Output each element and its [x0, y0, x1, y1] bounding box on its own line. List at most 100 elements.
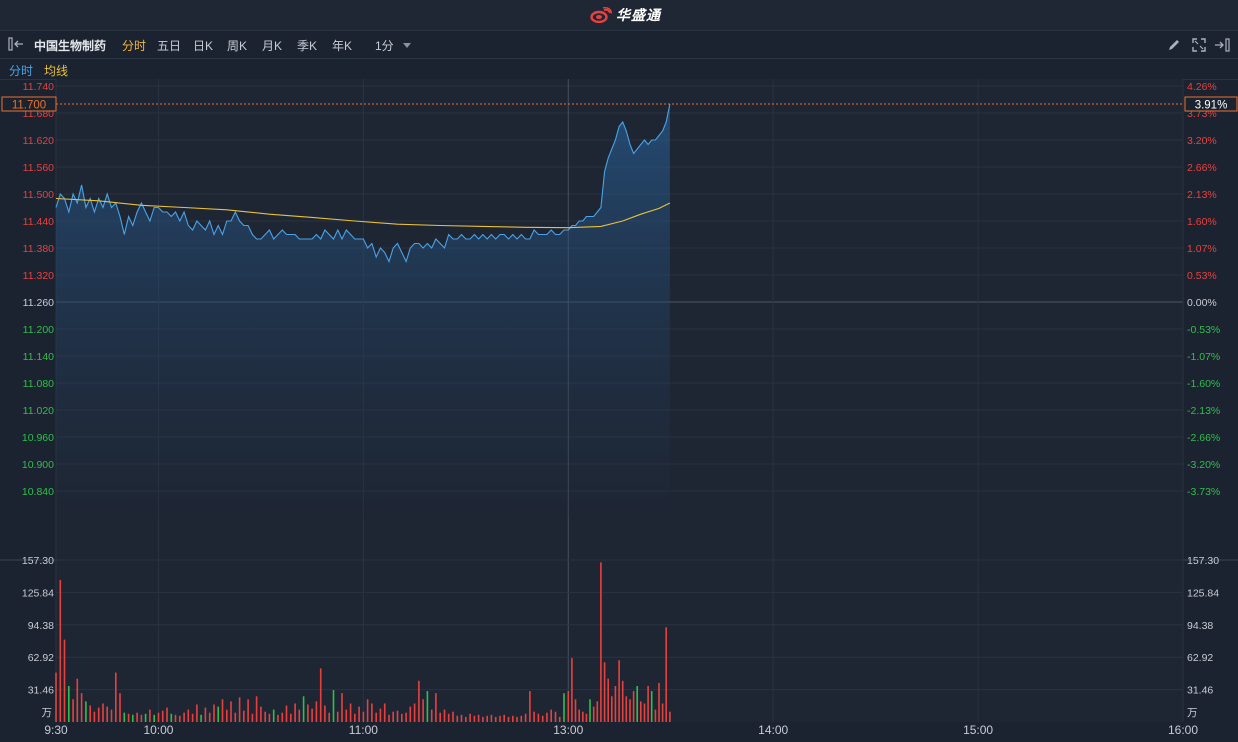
price-tick-label: 11.080: [23, 378, 54, 390]
volume-bar: [618, 660, 620, 722]
volume-bar: [640, 701, 642, 722]
volume-bar: [443, 709, 446, 722]
volume-bar: [418, 680, 420, 722]
chevron-down-icon[interactable]: [403, 43, 411, 48]
price-tick-label: 10.840: [22, 486, 54, 498]
percent-tick-label: -2.66%: [1187, 432, 1220, 444]
tab-weekly-k[interactable]: 周K: [227, 39, 248, 53]
tab-five-day[interactable]: 五日: [157, 39, 182, 53]
intraday-chart[interactable]: 11.740 4.26%11.680 3.73%11.620 3.20%11.560 2…: [0, 79, 1238, 742]
tab-intraday[interactable]: 分时: [122, 39, 147, 53]
percent-tick-label: 4.26%: [1187, 81, 1217, 93]
volume-bar: [629, 699, 631, 722]
brand-name: 华盛通: [616, 7, 661, 23]
percent-tick-label: 0.00%: [1187, 297, 1217, 309]
volume-bar: [460, 714, 463, 722]
time-tick-label: 13:00: [553, 723, 583, 737]
price-tick-label: 11.320: [23, 270, 54, 282]
volume-bar: [136, 712, 138, 722]
volume-bar: [328, 712, 330, 722]
volume-bar: [140, 714, 143, 722]
brand-logo: 华盛通: [590, 6, 661, 24]
volume-bar: [243, 710, 245, 722]
volume-tick-label-right: 125.84: [1187, 587, 1219, 599]
current-percent-box: [1184, 96, 1238, 112]
price-tick-label: 11.260: [23, 297, 54, 309]
volume-bar: [654, 709, 657, 722]
volume-bar: [272, 709, 275, 722]
price-tick-label: 10.960: [22, 432, 54, 444]
volume-bar: [183, 712, 185, 722]
volume-bar: [319, 668, 322, 722]
price-tick-label: 11.620: [23, 135, 54, 147]
volume-bar: [422, 699, 424, 722]
collapse-left-icon[interactable]: [8, 37, 26, 51]
volume-bar: [499, 715, 501, 722]
volume-tick-label-right: 157.30: [1187, 555, 1219, 567]
volume-bar: [621, 680, 624, 722]
volume-bar: [482, 716, 484, 722]
volume-bar: [396, 710, 399, 722]
volume-bar: [93, 711, 96, 722]
tab-daily-k[interactable]: 日K: [193, 39, 214, 53]
volume-bar: [358, 706, 360, 722]
percent-tick-label: 1.60%: [1187, 216, 1217, 228]
volume-bar: [405, 712, 407, 722]
collapse-right-icon[interactable]: [1214, 38, 1230, 52]
volume-bar: [174, 714, 177, 722]
volume-tick-label: 125.84: [22, 587, 54, 599]
volume-bar: [589, 699, 591, 722]
volume-bar: [490, 714, 493, 722]
time-tick-label: 15:00: [963, 723, 993, 737]
volume-bar: [68, 686, 70, 722]
volume-bar: [582, 711, 584, 722]
tab-quarterly-k[interactable]: 季K: [297, 39, 318, 53]
volume-bar: [341, 693, 343, 722]
volume-bar: [336, 711, 339, 722]
volume-tick-label: 157.30: [22, 555, 54, 567]
price-tick-label: 11.140: [23, 351, 54, 363]
volume-bar: [426, 691, 429, 722]
price-tick-label: 11.500: [23, 189, 54, 201]
price-tick-label: 11.380: [23, 243, 54, 255]
volume-unit-label: 万: [42, 707, 53, 719]
percent-tick-label: 2.13%: [1187, 189, 1217, 201]
current-percent-label: 3.91%: [1195, 100, 1228, 112]
fullscreen-icon[interactable]: [1192, 38, 1206, 52]
volume-bar: [607, 678, 609, 722]
volume-bar: [311, 708, 313, 722]
percent-tick-label: 1.07%: [1187, 243, 1217, 255]
volume-bar: [585, 713, 588, 722]
volume-bar: [298, 709, 301, 722]
price-tick-label: 11.560: [23, 162, 54, 174]
volume-bar: [234, 712, 237, 722]
volume-tick-label-right: 62.92: [1187, 652, 1213, 664]
volume-bar: [281, 712, 284, 722]
volume-bar: [550, 709, 552, 722]
volume-bar: [204, 707, 207, 722]
volume-bar: [302, 696, 305, 722]
legend-price-line: 分时: [9, 64, 34, 78]
volume-bar: [332, 690, 335, 722]
volume-bar: [268, 713, 271, 722]
volume-bar: [191, 713, 194, 722]
volume-bar: [196, 704, 198, 722]
volume-bar: [371, 703, 373, 722]
percent-tick-label: -1.60%: [1187, 378, 1220, 390]
tab-one-minute[interactable]: 1分: [375, 39, 394, 53]
volume-bar: [97, 707, 100, 722]
volume-bar: [452, 711, 454, 722]
volume-bar: [161, 710, 164, 722]
tab-yearly-k[interactable]: 年K: [332, 39, 353, 53]
volume-bar: [264, 711, 266, 722]
volume-bar: [661, 703, 664, 722]
volume-bar: [507, 716, 510, 722]
volume-bar: [503, 714, 505, 722]
tab-monthly-k[interactable]: 月K: [262, 39, 283, 53]
pencil-icon[interactable]: [1167, 38, 1181, 52]
price-area: [56, 104, 670, 518]
volume-bar: [119, 693, 121, 722]
volume-bar: [366, 699, 369, 722]
volume-bar: [524, 713, 527, 722]
current-price-box: [1, 96, 57, 112]
